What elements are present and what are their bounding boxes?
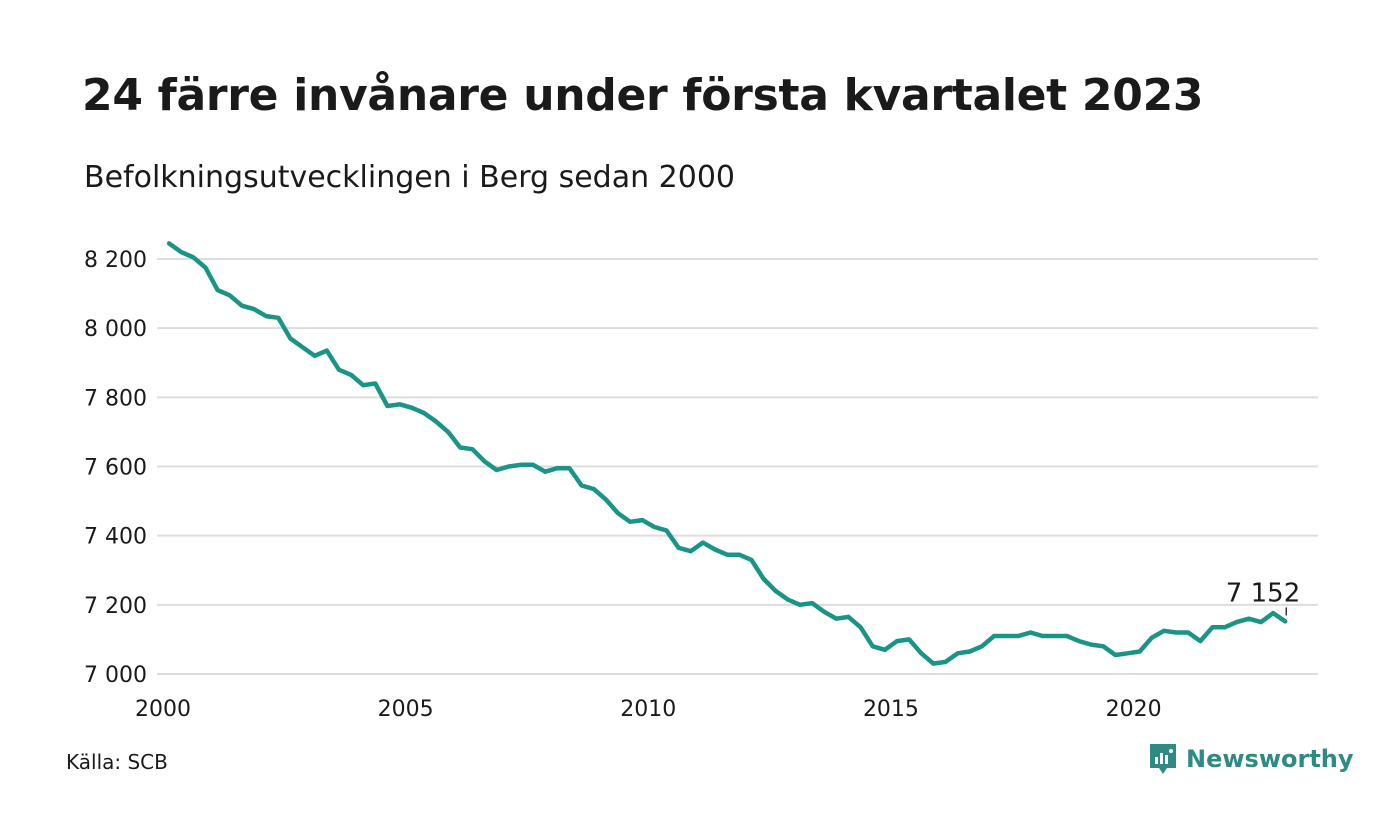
chart-title: 24 färre invånare under första kvartalet…: [82, 70, 1204, 121]
brand-logo: Newsworthy: [1148, 742, 1354, 776]
y-tick-label: 7 400: [84, 525, 147, 550]
y-tick-label: 8 200: [84, 248, 147, 273]
x-tick-label: 2010: [620, 697, 676, 722]
x-tick-label: 2020: [1106, 697, 1162, 722]
end-value-label: 7 152: [1226, 578, 1300, 608]
x-axis-ticks: 2000 2005 2010 2015 2020: [135, 697, 1162, 722]
x-tick-label: 2000: [135, 697, 191, 722]
x-tick-label: 2005: [378, 697, 434, 722]
y-tick-label: 7 000: [84, 663, 147, 688]
x-tick-label: 2015: [863, 697, 919, 722]
chart-subtitle: Befolkningsutvecklingen i Berg sedan 200…: [84, 160, 735, 195]
y-tick-label: 8 000: [84, 317, 147, 342]
series-layer: [166, 241, 1288, 666]
source-label: Källa: SCB: [66, 750, 168, 774]
brand-name: Newsworthy: [1186, 745, 1354, 773]
y-tick-label: 7 200: [84, 594, 147, 619]
y-axis-ticks: 8 200 8 000 7 800 7 600 7 400 7 200 7 000: [84, 248, 147, 688]
gridlines: [157, 258, 1318, 675]
newsworthy-logo-icon: [1150, 744, 1176, 774]
y-tick-label: 7 600: [84, 456, 147, 481]
annotations: 7 152: [1226, 578, 1300, 616]
population-series-line: [166, 241, 1288, 666]
y-tick-label: 7 800: [84, 386, 147, 411]
